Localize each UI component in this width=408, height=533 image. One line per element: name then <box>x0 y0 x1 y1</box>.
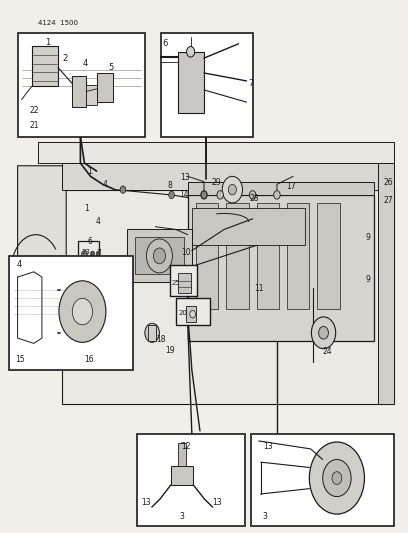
Text: 13: 13 <box>263 442 273 451</box>
Text: 15: 15 <box>16 355 25 364</box>
Bar <box>171 466 193 485</box>
Circle shape <box>323 459 351 497</box>
Polygon shape <box>62 190 395 405</box>
Text: 13: 13 <box>212 498 222 507</box>
Bar <box>18 33 145 136</box>
Text: 8: 8 <box>167 181 172 190</box>
Polygon shape <box>62 163 395 190</box>
Text: 13: 13 <box>141 498 151 507</box>
Text: 20: 20 <box>179 310 188 316</box>
Circle shape <box>228 184 236 195</box>
Text: 6: 6 <box>162 39 167 49</box>
Circle shape <box>217 191 224 199</box>
Bar <box>177 52 204 113</box>
Circle shape <box>91 251 95 256</box>
Text: 10: 10 <box>181 248 191 257</box>
Circle shape <box>72 298 93 325</box>
Circle shape <box>222 176 242 203</box>
Circle shape <box>186 46 195 57</box>
Text: 9: 9 <box>366 233 370 242</box>
Polygon shape <box>127 229 192 282</box>
Text: 29: 29 <box>211 178 221 187</box>
Circle shape <box>169 191 174 199</box>
Text: 11: 11 <box>254 284 264 293</box>
Bar <box>97 73 113 102</box>
Text: 4: 4 <box>95 217 100 226</box>
Text: 3: 3 <box>263 512 268 521</box>
Bar <box>178 273 191 293</box>
Text: 4: 4 <box>102 180 107 189</box>
Text: 1: 1 <box>45 38 51 47</box>
Text: 1: 1 <box>87 166 92 175</box>
Text: 13: 13 <box>180 173 189 182</box>
Polygon shape <box>257 203 279 309</box>
Bar <box>86 85 97 105</box>
Text: 21: 21 <box>29 122 39 131</box>
Bar <box>186 306 196 322</box>
Circle shape <box>311 317 336 349</box>
Polygon shape <box>188 195 374 341</box>
Circle shape <box>274 191 280 199</box>
Circle shape <box>96 251 100 256</box>
Text: 28: 28 <box>250 194 259 203</box>
Polygon shape <box>188 182 374 195</box>
Text: 18: 18 <box>157 335 166 344</box>
Polygon shape <box>18 166 66 346</box>
Circle shape <box>201 191 207 199</box>
Bar <box>149 325 156 341</box>
Circle shape <box>190 311 195 318</box>
Bar <box>176 298 210 325</box>
Circle shape <box>145 323 160 342</box>
Bar <box>137 433 244 526</box>
Circle shape <box>201 191 207 199</box>
Bar <box>178 443 186 466</box>
Text: 3: 3 <box>180 512 185 521</box>
Text: 6: 6 <box>87 237 92 246</box>
Text: 16: 16 <box>84 355 94 364</box>
Text: 12: 12 <box>182 442 191 451</box>
Polygon shape <box>196 203 218 309</box>
Circle shape <box>59 281 106 342</box>
Bar <box>162 33 253 136</box>
Bar <box>170 265 197 296</box>
Polygon shape <box>317 203 340 309</box>
Text: 1: 1 <box>84 204 89 213</box>
Bar <box>72 76 86 108</box>
Polygon shape <box>38 142 395 163</box>
Polygon shape <box>287 203 309 309</box>
Text: 9: 9 <box>366 275 370 284</box>
Text: 7: 7 <box>96 249 101 258</box>
Text: 24: 24 <box>323 347 333 356</box>
Circle shape <box>120 186 126 193</box>
Text: 2: 2 <box>63 54 68 62</box>
Text: 14: 14 <box>179 190 188 199</box>
Polygon shape <box>226 203 248 309</box>
Text: 4124  1500: 4124 1500 <box>38 20 78 26</box>
Polygon shape <box>378 163 395 405</box>
Text: 25: 25 <box>172 280 181 286</box>
Bar <box>251 433 395 526</box>
Text: 19: 19 <box>165 346 174 355</box>
Bar <box>9 256 133 370</box>
Text: 4: 4 <box>17 261 22 269</box>
Circle shape <box>332 472 342 484</box>
Circle shape <box>82 251 87 258</box>
Text: 26: 26 <box>384 178 393 187</box>
Circle shape <box>309 442 364 514</box>
Text: 17: 17 <box>286 182 296 191</box>
Polygon shape <box>192 208 305 245</box>
Text: 7: 7 <box>248 79 254 88</box>
Polygon shape <box>135 237 184 274</box>
Text: 22: 22 <box>29 106 39 115</box>
Text: 5: 5 <box>108 63 113 72</box>
Text: 4: 4 <box>83 59 88 68</box>
Circle shape <box>146 239 173 273</box>
Circle shape <box>319 326 328 339</box>
Text: 23: 23 <box>81 249 90 255</box>
Circle shape <box>249 191 256 199</box>
Bar <box>32 46 58 86</box>
Text: 27: 27 <box>384 196 393 205</box>
Bar <box>78 241 100 262</box>
Circle shape <box>153 248 166 264</box>
